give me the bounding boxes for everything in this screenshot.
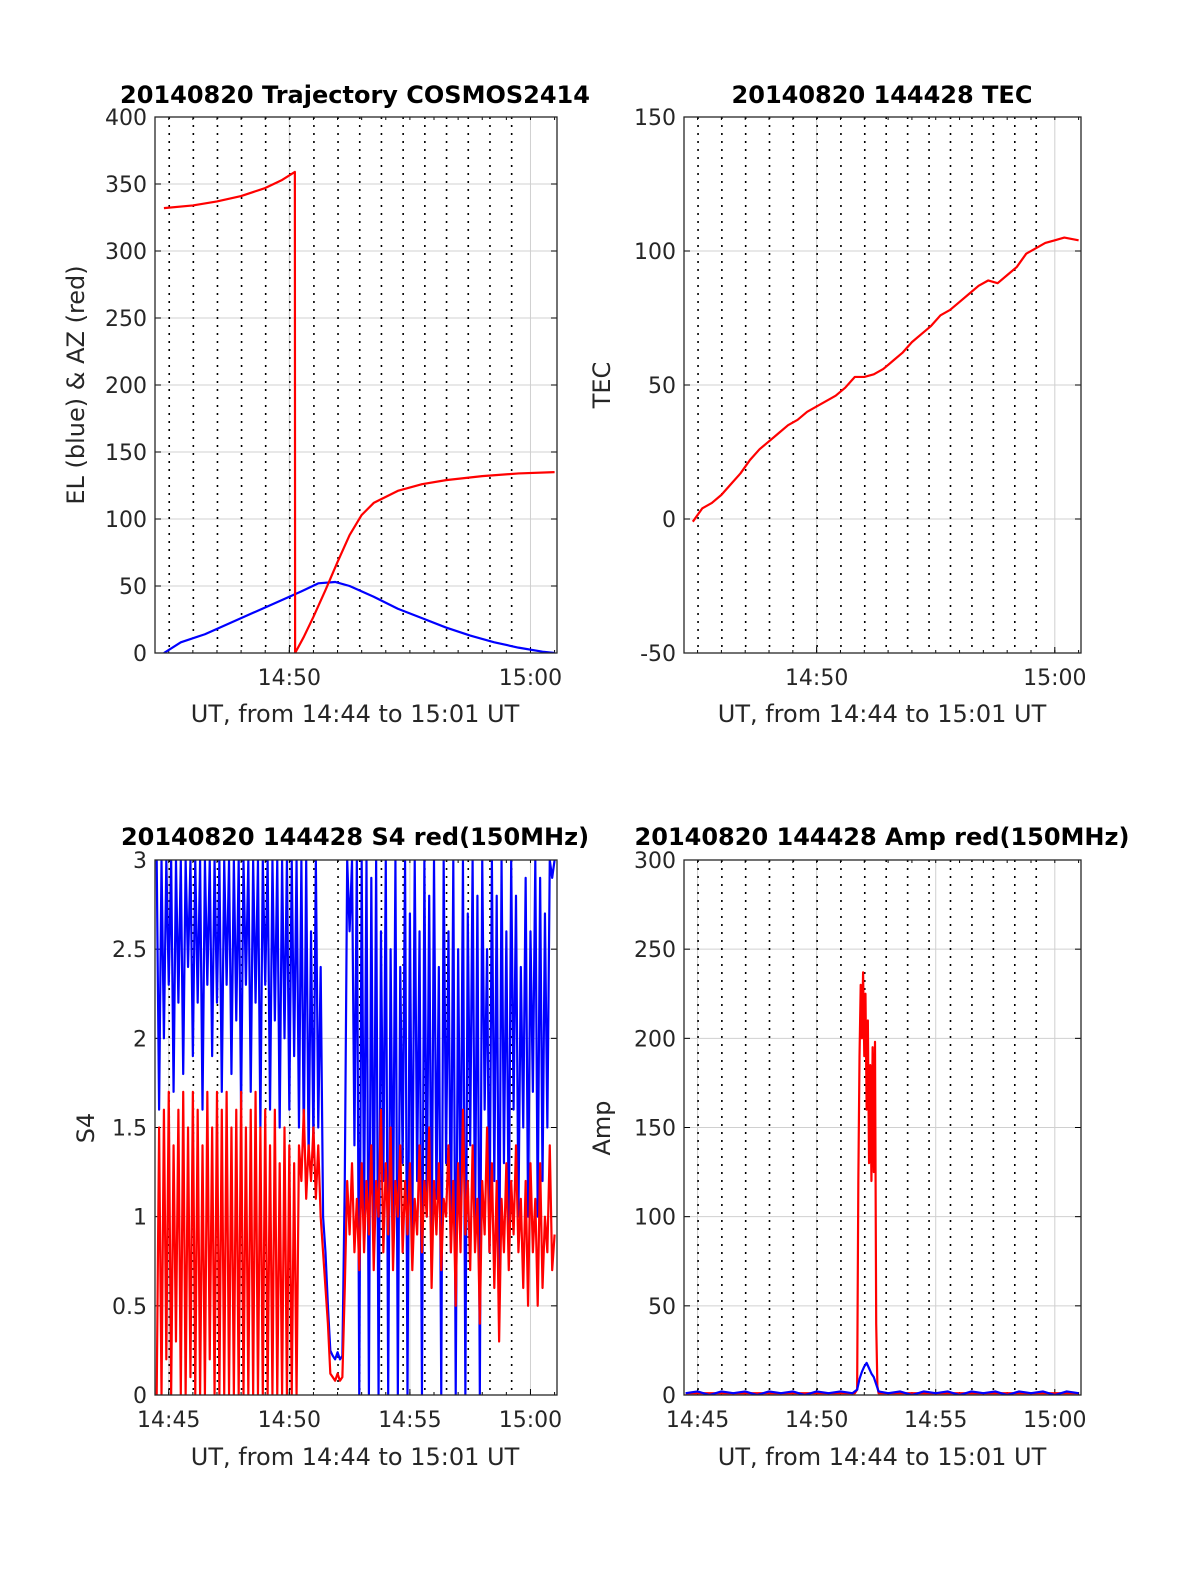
amp-y-tick-label: 100 <box>634 1206 676 1231</box>
trajectory-xlabel: UT, from 14:44 to 15:01 UT <box>191 700 520 728</box>
s4-y-tick-label: 1 <box>133 1206 147 1231</box>
tec-y-tick-label: 50 <box>648 374 676 399</box>
trajectory-y-tick-label: 200 <box>105 374 147 399</box>
s4-x-tick-label: 14:45 <box>137 1408 200 1433</box>
trajectory-series-az <box>163 170 555 653</box>
trajectory-y-tick-label: 400 <box>105 106 147 131</box>
amp-y-tick-label: 250 <box>634 938 676 963</box>
amp-title: 20140820 144428 Amp red(150MHz) <box>635 823 1130 851</box>
s4-series-blue <box>155 860 556 1395</box>
amp-x-tick-label: 15:00 <box>1023 1408 1086 1433</box>
s4-ylabel: S4 <box>72 1113 100 1144</box>
amp-series-blue <box>685 1361 1079 1395</box>
amp-y-tick-label: 300 <box>634 849 676 874</box>
s4-x-tick-label: 14:50 <box>258 1408 321 1433</box>
amp-y-tick-label: 0 <box>662 1384 676 1409</box>
amp-xlabel: UT, from 14:44 to 15:01 UT <box>718 1443 1047 1471</box>
amp-series-red <box>685 971 1079 1395</box>
trajectory-x-tick-label: 14:50 <box>258 666 321 691</box>
amp-panel: 20140820 144428 Amp red(150MHz) UT, from… <box>588 823 1129 1471</box>
tec-y-tick-label: 150 <box>634 106 676 131</box>
trajectory-y-tick-label: 150 <box>105 441 147 466</box>
tec-x-tick-label: 14:50 <box>785 666 848 691</box>
amp-axes-frame <box>683 859 1082 1396</box>
tec-panel: 20140820 144428 TEC UT, from 14:44 to 15… <box>588 81 1087 728</box>
s4-y-tick-label: 2 <box>133 1027 147 1052</box>
tec-ylabel: TEC <box>588 362 616 410</box>
trajectory-title: 20140820 Trajectory COSMOS2414 <box>120 81 590 109</box>
amp-y-tick-label: 200 <box>634 1027 676 1052</box>
trajectory-axes-frame <box>154 116 558 654</box>
s4-y-tick-label: 3 <box>133 849 147 874</box>
trajectory-series-el <box>163 580 555 653</box>
tec-axes-frame <box>683 116 1082 654</box>
tec-title: 20140820 144428 TEC <box>732 81 1033 109</box>
tec-y-tick-label: 100 <box>634 240 676 265</box>
s4-x-tick-label: 15:00 <box>499 1408 562 1433</box>
tec-series-tec <box>691 236 1079 523</box>
trajectory-y-tick-label: 100 <box>105 508 147 533</box>
trajectory-y-tick-label: 0 <box>133 642 147 667</box>
s4-axes-frame <box>154 859 558 1396</box>
s4-y-tick-label: 0 <box>133 1384 147 1409</box>
tec-x-tick-label: 15:00 <box>1023 666 1086 691</box>
amp-x-tick-label: 14:45 <box>666 1408 729 1433</box>
trajectory-y-tick-label: 350 <box>105 173 147 198</box>
trajectory-y-tick-label: 250 <box>105 307 147 332</box>
amp-y-tick-label: 50 <box>648 1295 676 1320</box>
amp-x-tick-label: 14:50 <box>785 1408 848 1433</box>
amp-ylabel: Amp <box>588 1100 616 1155</box>
tec-y-tick-label: 0 <box>662 508 676 533</box>
trajectory-panel: 20140820 Trajectory COSMOS2414 UT, from … <box>62 81 590 728</box>
s4-y-tick-label: 1.5 <box>112 1117 147 1142</box>
amp-x-tick-label: 14:55 <box>904 1408 967 1433</box>
trajectory-y-tick-label: 50 <box>119 575 147 600</box>
s4-y-tick-label: 0.5 <box>112 1295 147 1320</box>
amp-y-tick-label: 150 <box>634 1117 676 1142</box>
trajectory-y-tick-label: 300 <box>105 240 147 265</box>
trajectory-ylabel: EL (blue) & AZ (red) <box>62 265 90 504</box>
s4-x-tick-label: 14:55 <box>378 1408 441 1433</box>
s4-panel: 20140820 144428 S4 red(150MHz) UT, from … <box>72 823 589 1471</box>
s4-xlabel: UT, from 14:44 to 15:01 UT <box>191 1443 520 1471</box>
s4-title: 20140820 144428 S4 red(150MHz) <box>121 823 589 851</box>
trajectory-x-tick-label: 15:00 <box>499 666 562 691</box>
tec-xlabel: UT, from 14:44 to 15:01 UT <box>718 700 1047 728</box>
tec-y-tick-label: -50 <box>640 642 676 667</box>
s4-series-red <box>155 1090 556 1395</box>
s4-y-tick-label: 2.5 <box>112 938 147 963</box>
